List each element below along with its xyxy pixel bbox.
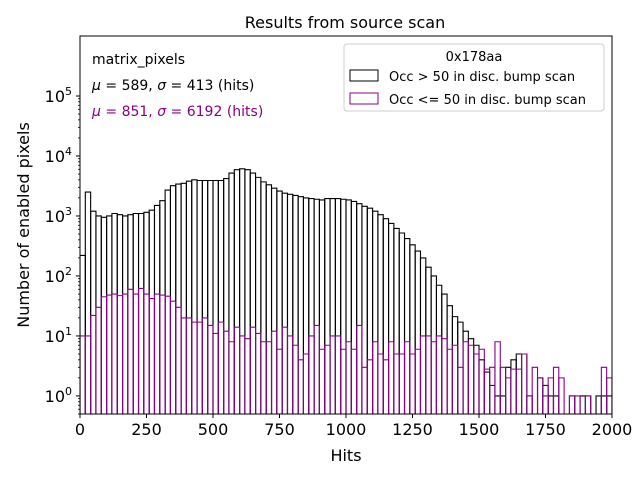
x-tick-label: 1000	[326, 420, 367, 439]
sigma-symbol: σ	[157, 78, 167, 94]
sigma-black-value: 413	[187, 78, 214, 94]
y-tick-label: 105	[45, 85, 72, 106]
legend-entry-black: Occ > 50 in disc. bump scan	[389, 70, 575, 85]
histogram-bin	[521, 353, 528, 414]
y-axis-label: Number of enabled pixels	[14, 122, 33, 328]
mu-purple-value: 851	[122, 104, 149, 120]
histogram-bin	[606, 377, 612, 414]
legend-swatch-black	[349, 69, 379, 82]
x-tick-label: 1250	[392, 420, 433, 439]
x-tick-label: 0	[75, 420, 85, 439]
x-tick-label: 1500	[459, 420, 500, 439]
y-tick-label: 102	[45, 265, 72, 286]
y-tick-label: 103	[45, 205, 72, 226]
y-tick-label: 100	[45, 385, 72, 406]
x-tick-label: 1750	[525, 420, 566, 439]
comma: ,	[148, 78, 157, 94]
chart-title: Results from source scan	[245, 13, 445, 32]
axis-ticks: 0 250 500 750 1000 1250 1500 1750 2000 100 101 102 1…	[45, 85, 633, 439]
x-tick-label: 500	[198, 420, 229, 439]
legend-entry-purple: Occ <= 50 in disc. bump scan	[389, 93, 586, 108]
mu-symbol: μ	[91, 104, 101, 120]
histogram-layer	[80, 168, 612, 414]
x-tick-label: 750	[264, 420, 295, 439]
x-tick-label: 250	[131, 420, 162, 439]
series-occ-le-50	[80, 287, 612, 414]
sigma-symbol: σ	[157, 104, 167, 120]
legend-swatch-purple	[349, 92, 379, 105]
x-axis-label: Hits	[330, 446, 361, 465]
mu-black-value: 589	[122, 78, 149, 94]
legend: 0x178aa Occ > 50 in disc. bump scan Occ …	[343, 43, 605, 112]
histogram-bin	[574, 395, 581, 414]
mu-eq: =	[101, 104, 122, 120]
histogram-bin	[584, 395, 592, 414]
comma: ,	[148, 104, 157, 120]
stats-black-annotation: μ = 589, σ = 413 (hits)	[91, 78, 254, 94]
dataset-name-annotation: matrix_pixels	[92, 52, 185, 68]
unit-purple: (hits)	[227, 104, 263, 120]
mu-eq: =	[101, 78, 122, 94]
mu-symbol: μ	[91, 78, 101, 94]
sigma-eq: =	[166, 78, 187, 94]
stats-purple-annotation: μ = 851, σ = 6192 (hits)	[91, 104, 263, 120]
legend-title: 0x178aa	[446, 50, 503, 65]
sigma-eq: =	[166, 104, 187, 120]
y-tick-label: 104	[45, 145, 72, 166]
x-tick-label: 2000	[592, 420, 633, 439]
legend-box	[343, 43, 605, 112]
sigma-purple-value: 6192	[187, 104, 223, 120]
unit-black: (hits)	[218, 78, 254, 94]
histogram-bin	[558, 377, 565, 414]
y-tick-label: 101	[45, 325, 72, 346]
